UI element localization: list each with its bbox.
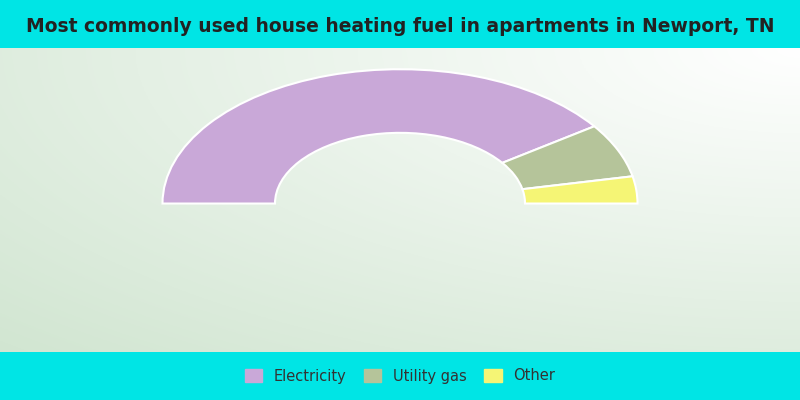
Wedge shape [162, 69, 594, 204]
Legend: Electricity, Utility gas, Other: Electricity, Utility gas, Other [238, 363, 562, 389]
Wedge shape [522, 176, 638, 204]
Text: Most commonly used house heating fuel in apartments in Newport, TN: Most commonly used house heating fuel in… [26, 17, 774, 36]
Wedge shape [502, 126, 633, 189]
